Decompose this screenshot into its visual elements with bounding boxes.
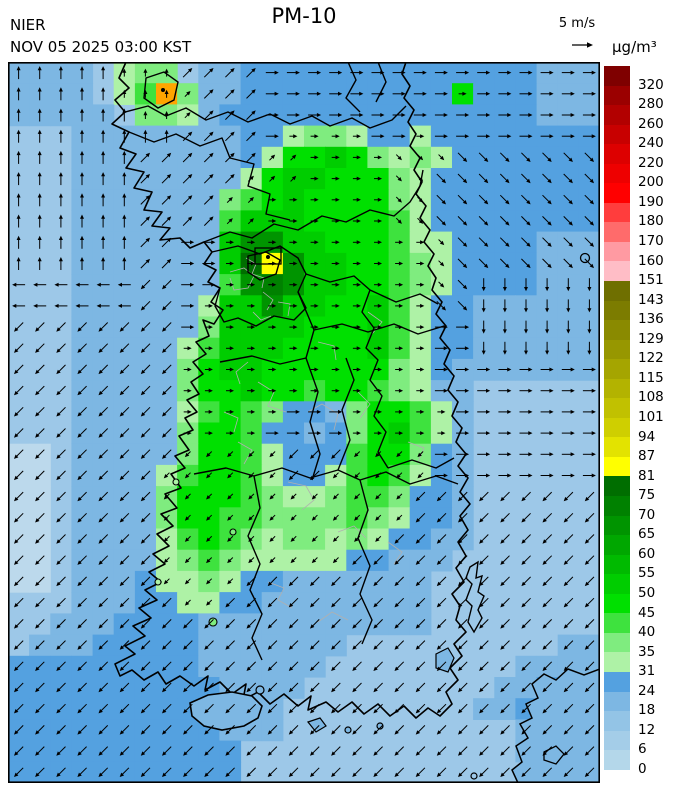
colorbar-segment <box>604 300 630 321</box>
timestamp-label: NOV 05 2025 03:00 KST <box>10 38 192 56</box>
colorbar-segment <box>604 671 630 692</box>
colorbar-tick-label: 180 <box>638 213 664 230</box>
colorbar-tick-label: 320 <box>638 76 664 93</box>
colorbar-segment <box>604 456 630 477</box>
colorbar-segment <box>604 202 630 223</box>
colorbar-tick-label: 50 <box>638 585 656 601</box>
colorbar-segment <box>604 163 630 184</box>
colorbar-segment <box>604 535 630 555</box>
colorbar-tick-label: 108 <box>638 389 664 406</box>
colorbar-segment <box>604 320 630 340</box>
wind-scale-label: 5 m/s <box>558 16 596 31</box>
colorbar-segment <box>604 339 630 360</box>
units-label: µg/m³ <box>612 38 657 56</box>
colorbar-tick-label: 35 <box>638 643 656 660</box>
colorbar-segment <box>604 417 630 438</box>
colorbar-segment <box>604 66 630 86</box>
colorbar-segment <box>604 378 630 399</box>
colorbar-tick-label: 60 <box>638 545 656 562</box>
colorbar-segment <box>604 437 630 457</box>
colorbar-tick-label: 70 <box>638 506 656 523</box>
colorbar-segment <box>604 359 630 379</box>
colorbar-segment <box>604 144 630 164</box>
colorbar-tick-label: 31 <box>638 663 656 680</box>
colorbar-tick-label: 260 <box>638 115 664 132</box>
colorbar-tick-label: 136 <box>638 311 664 328</box>
colorbar-segment <box>604 105 630 125</box>
colorbar-segment <box>604 476 630 497</box>
colorbar-tick-label: 115 <box>638 369 664 386</box>
colorbar-tick-label: 190 <box>638 193 664 210</box>
colorbar-segment <box>604 691 630 712</box>
colorbar-segment <box>604 574 630 594</box>
map-canvas <box>8 61 601 784</box>
colorbar-tick-label: 87 <box>638 448 656 465</box>
colorbar-tick-label: 151 <box>638 272 664 289</box>
colorbar: 320 280 260 240 220 200 190 180 170 160 151 143 136 1… <box>604 66 664 776</box>
colorbar-tick-label: 129 <box>638 330 664 347</box>
colorbar-tick-label: 0 <box>638 761 647 777</box>
colorbar-tick-label: 200 <box>638 174 664 191</box>
colorbar-tick-label: 40 <box>638 624 656 641</box>
colorbar-tick-label: 101 <box>638 409 664 425</box>
colorbar-segment <box>604 632 630 653</box>
colorbar-tick-label: 18 <box>638 702 656 719</box>
colorbar-segment <box>604 261 630 282</box>
colorbar-segment <box>604 593 630 614</box>
colorbar-tick-label: 160 <box>638 252 664 269</box>
colorbar-tick-label: 81 <box>638 467 656 484</box>
agency-label: NIER <box>10 16 46 34</box>
colorbar-segment <box>604 730 630 751</box>
colorbar-segment <box>604 183 630 203</box>
colorbar-tick-label: 75 <box>638 487 656 504</box>
colorbar-segment <box>604 398 630 418</box>
colorbar-tick-label: 170 <box>638 233 664 249</box>
colorbar-tick-label: 55 <box>638 565 656 582</box>
colorbar-tick-label: 143 <box>638 291 664 308</box>
colorbar-segment <box>604 496 630 516</box>
colorbar-tick-label: 45 <box>638 604 656 621</box>
colorbar-segment <box>604 241 630 262</box>
colorbar-tick-label: 12 <box>638 721 656 738</box>
colorbar-segment <box>604 222 630 242</box>
colorbar-tick-label: 240 <box>638 135 664 152</box>
colorbar-segment <box>604 613 630 633</box>
colorbar-segment <box>604 652 630 672</box>
colorbar-segment <box>604 85 630 106</box>
colorbar-tick-label: 6 <box>638 741 647 758</box>
colorbar-segment <box>604 281 630 301</box>
colorbar-tick-label: 65 <box>638 526 656 543</box>
wind-reference-arrow-icon <box>560 36 604 55</box>
pm10-map <box>8 61 601 784</box>
colorbar-tick-label: 280 <box>638 96 664 113</box>
colorbar-segment <box>604 750 630 770</box>
colorbar-tick-label: 122 <box>638 350 664 367</box>
colorbar-segment <box>604 124 630 145</box>
colorbar-tick-label: 220 <box>638 154 664 171</box>
colorbar-segment <box>604 554 630 575</box>
colorbar-segment <box>604 711 630 731</box>
colorbar-segment <box>604 515 630 536</box>
colorbar-tick-label: 94 <box>638 428 656 445</box>
colorbar-tick-label: 24 <box>638 682 656 699</box>
page-title: PM-10 <box>271 4 337 28</box>
